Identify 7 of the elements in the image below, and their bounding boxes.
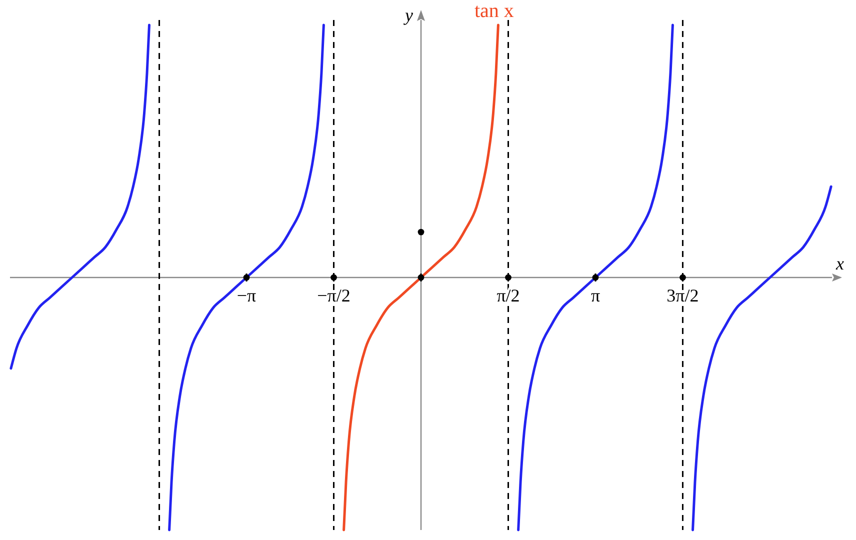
x-tick-label: π xyxy=(590,286,600,306)
x-tick-label: −π xyxy=(236,286,256,306)
x-axis-title: x xyxy=(835,254,844,274)
x-tick-label: 3π/2 xyxy=(666,286,699,306)
annotation: y xyxy=(403,5,413,25)
series-label: tan x xyxy=(474,0,514,22)
x-tick-label: π/2 xyxy=(496,286,520,306)
